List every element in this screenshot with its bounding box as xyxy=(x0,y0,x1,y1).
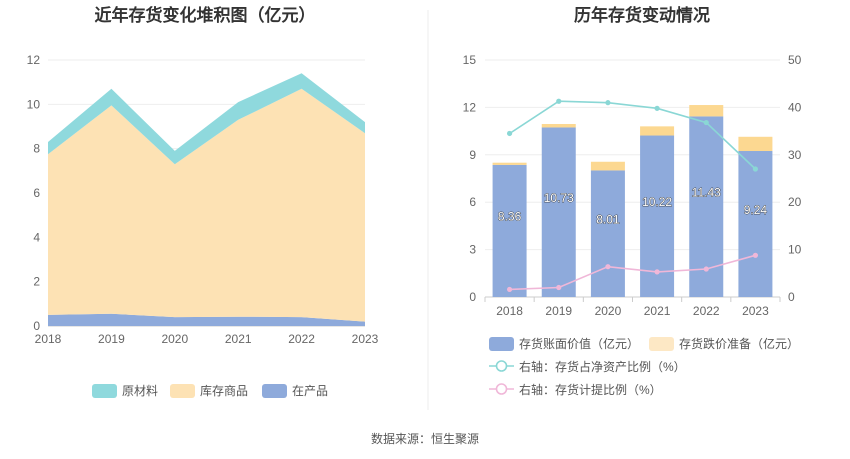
line-point xyxy=(703,266,709,272)
line-point xyxy=(605,100,611,106)
line-point xyxy=(506,130,513,137)
left-y-tick-label: 0 xyxy=(33,319,40,333)
right-legend-swatch xyxy=(489,337,514,351)
line-point xyxy=(752,166,759,172)
bar-data-label: 9.24 xyxy=(744,203,768,217)
right-left-y-tick-label: 0 xyxy=(469,290,476,304)
left-y-tick-label: 6 xyxy=(33,186,40,200)
left-legend-swatch xyxy=(92,384,117,398)
right-legend: 存货账面价值（亿元） 存货跌价准备（亿元） 右轴：存货占净资产比例（%） 右轴：存货计… xyxy=(489,336,799,397)
line-series xyxy=(509,254,756,291)
right-right-y-tick-label: 40 xyxy=(788,100,802,114)
left-y-tick-label: 8 xyxy=(33,142,40,156)
right-left-y-tick-label: 3 xyxy=(469,243,476,257)
left-y-tick-label: 2 xyxy=(33,275,40,289)
bar-segment xyxy=(590,170,625,297)
left-x-tick-label: 2019 xyxy=(98,332,125,346)
right-bars: 8.36 10.73 8.01 10.22 11.43 9.24 xyxy=(492,105,773,297)
area-series xyxy=(48,313,365,326)
line-point xyxy=(506,286,513,293)
right-x-tick-label: 2020 xyxy=(595,304,622,318)
line-point xyxy=(654,269,660,275)
right-left-y-tick-label: 6 xyxy=(469,195,476,209)
bar-data-label: 11.43 xyxy=(692,185,721,199)
left-legend-swatch xyxy=(262,384,287,398)
left-legend-label: 库存商品 xyxy=(200,383,248,398)
bar-segment xyxy=(492,162,527,165)
right-legend-label: 存货跌价准备（亿元） xyxy=(679,336,799,351)
right-x-tick-label: 2019 xyxy=(545,304,572,318)
left-x-tick-label: 2021 xyxy=(225,332,252,346)
right-right-y-tick-label: 50 xyxy=(788,53,802,67)
bar-data-label: 10.22 xyxy=(642,195,672,209)
right-legend-marker xyxy=(495,383,508,395)
bar-segment xyxy=(590,161,625,171)
right-left-y-axis: 0 3 6 9 12 15 xyxy=(463,53,477,304)
right-right-y-tick-label: 10 xyxy=(788,243,802,257)
right-right-y-tick-label: 30 xyxy=(788,148,802,162)
bar-segment xyxy=(541,123,576,128)
right-chart-title: 历年存货变动情况 xyxy=(574,5,710,25)
left-y-axis: 0 2 4 6 8 10 12 xyxy=(27,53,41,333)
right-legend-label: 右轴：存货占净资产比例（%） xyxy=(519,359,686,374)
right-right-y-axis: 0 10 20 30 40 50 xyxy=(788,53,802,304)
line-point xyxy=(752,252,759,258)
left-legend-label: 原材料 xyxy=(122,384,158,398)
left-y-tick-label: 10 xyxy=(27,97,41,111)
left-x-tick-label: 2018 xyxy=(35,332,62,346)
line-point xyxy=(605,264,611,270)
bar-data-label: 8.36 xyxy=(498,210,522,224)
right-x-axis: 2018 2019 2020 2021 2022 2023 xyxy=(484,297,781,318)
area-series xyxy=(48,73,365,165)
bar-segment xyxy=(541,127,576,297)
right-x-tick-label: 2022 xyxy=(693,304,720,318)
data-source: 数据来源：恒生聚源 xyxy=(371,431,479,446)
left-x-tick-label: 2022 xyxy=(288,332,315,346)
right-legend-label: 右轴：存货计提比例（%） xyxy=(519,382,662,397)
bar-segment xyxy=(738,151,773,297)
right-legend-swatch xyxy=(649,337,674,351)
left-x-tick-label: 2023 xyxy=(352,332,379,346)
bar-segment xyxy=(640,126,675,136)
left-legend-label: 在产品 xyxy=(292,384,328,398)
right-legend-marker xyxy=(495,360,508,372)
bar-segment xyxy=(738,136,773,152)
bar-data-label: 8.01 xyxy=(596,213,620,227)
right-x-tick-label: 2023 xyxy=(742,304,769,318)
inventory-bar-line-chart: 历年存货变动情况 8.36 10.73 8.01 10.22 11.43 9.24 0 3 6… xyxy=(463,5,802,397)
right-x-tick-label: 2021 xyxy=(644,304,671,318)
line-series xyxy=(509,100,756,170)
right-lines xyxy=(506,98,759,293)
area-series xyxy=(48,88,365,322)
right-legend-label: 存货账面价值（亿元） xyxy=(519,336,639,351)
line-point xyxy=(556,98,562,104)
line-point xyxy=(654,105,660,111)
line-point xyxy=(556,284,562,291)
left-x-axis: 2018 2019 2020 2021 2022 2023 xyxy=(35,332,379,346)
right-right-y-tick-label: 20 xyxy=(788,195,802,209)
left-x-tick-label: 2020 xyxy=(161,332,188,346)
right-right-y-tick-label: 0 xyxy=(788,290,795,304)
bar-data-label: 10.73 xyxy=(544,191,574,205)
left-areas xyxy=(48,73,365,326)
left-legend: 原材料 库存商品 在产品 xyxy=(92,383,328,398)
stacked-area-chart: 近年存货变化堆积图（亿元） 0 2 4 6 8 10 12 2018 2019 2020 2021… xyxy=(27,5,379,398)
right-left-y-tick-label: 15 xyxy=(463,53,477,67)
right-x-tick-label: 2018 xyxy=(496,304,523,318)
bar-segment xyxy=(492,164,527,297)
line-point xyxy=(703,119,709,126)
left-y-tick-label: 4 xyxy=(33,230,40,244)
left-y-tick-label: 12 xyxy=(27,53,41,67)
right-left-y-tick-label: 12 xyxy=(463,100,477,114)
right-left-y-tick-label: 9 xyxy=(469,148,476,162)
left-chart-title: 近年存货变化堆积图（亿元） xyxy=(95,5,316,25)
bar-segment xyxy=(689,105,724,117)
left-legend-swatch xyxy=(170,384,195,398)
